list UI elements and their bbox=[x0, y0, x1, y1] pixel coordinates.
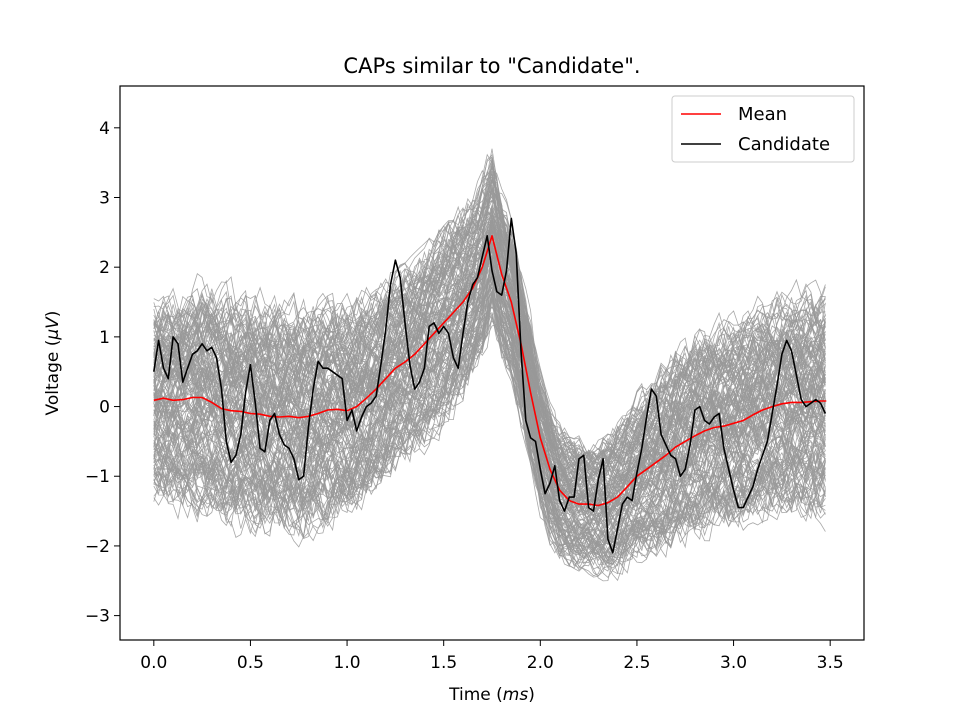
y-tick-label: −2 bbox=[85, 537, 110, 557]
series-layer bbox=[153, 217, 827, 554]
y-axis: −3 −2 −1 0 1 2 3 4 bbox=[85, 119, 120, 627]
mean-line bbox=[153, 235, 827, 507]
similar-cap-trace bbox=[153, 217, 826, 511]
similar-cap-trace bbox=[153, 315, 826, 571]
legend-label-candidate: Candidate bbox=[738, 134, 830, 155]
similar-cap-trace bbox=[153, 183, 826, 469]
x-tick-label: 1.5 bbox=[430, 653, 457, 673]
similar-cap-trace bbox=[153, 220, 826, 493]
legend: Mean Candidate bbox=[671, 95, 855, 163]
y-tick-label: 1 bbox=[99, 328, 110, 348]
x-tick-label: 2.5 bbox=[623, 653, 650, 673]
similar-cap-trace bbox=[153, 163, 826, 470]
similar-cap-trace bbox=[153, 266, 826, 548]
similar-cap-trace bbox=[153, 206, 826, 511]
chart-title: CAPs similar to "Candidate". bbox=[343, 54, 640, 78]
similar-cap-trace bbox=[153, 199, 826, 488]
y-tick-label: 2 bbox=[99, 258, 110, 278]
x-axis-title-prefix: Time ( bbox=[448, 685, 503, 705]
similar-cap-trace bbox=[153, 184, 826, 485]
x-tick-label: 3.5 bbox=[817, 653, 844, 673]
similar-cap-trace bbox=[153, 154, 826, 465]
similar-cap-trace bbox=[153, 260, 826, 533]
legend-box bbox=[671, 95, 855, 163]
similar-cap-trace bbox=[153, 186, 826, 495]
similar-cap-trace bbox=[153, 180, 826, 465]
similar-cap-trace bbox=[153, 260, 826, 551]
x-tick-label: 3.0 bbox=[720, 653, 747, 673]
x-tick-label: 1.0 bbox=[334, 653, 361, 673]
candidate-line bbox=[153, 217, 827, 554]
legend-label-mean: Mean bbox=[738, 104, 787, 125]
x-tick-label: 0.0 bbox=[140, 653, 167, 673]
x-axis-title: Time (ms) bbox=[448, 685, 535, 705]
y-axis-title-suffix: ) bbox=[43, 311, 63, 318]
y-tick-label: −1 bbox=[85, 467, 110, 487]
y-axis-title-unit: μV bbox=[43, 316, 63, 341]
x-axis-title-unit: ms bbox=[503, 685, 529, 705]
y-axis-title: Voltage (μV) bbox=[43, 311, 63, 416]
plot-frame bbox=[119, 85, 865, 641]
y-tick-label: −3 bbox=[85, 607, 110, 627]
x-axis-title-suffix: ) bbox=[528, 685, 535, 705]
x-tick-label: 2.0 bbox=[527, 653, 554, 673]
y-tick-label: 0 bbox=[99, 398, 110, 418]
x-axis: 0.0 0.5 1.0 1.5 2.0 2.5 3.0 3.5 bbox=[140, 640, 844, 673]
y-tick-label: 3 bbox=[99, 188, 110, 208]
similar-cap-trace bbox=[153, 153, 826, 463]
x-tick-label: 0.5 bbox=[237, 653, 264, 673]
similar-cap-trace bbox=[153, 258, 826, 539]
y-tick-label: 4 bbox=[99, 119, 110, 139]
similar-cap-trace bbox=[153, 301, 826, 563]
similar-cap-trace bbox=[153, 220, 826, 496]
similar-cap-trace bbox=[153, 164, 826, 477]
y-axis-title-prefix: Voltage ( bbox=[43, 340, 63, 416]
